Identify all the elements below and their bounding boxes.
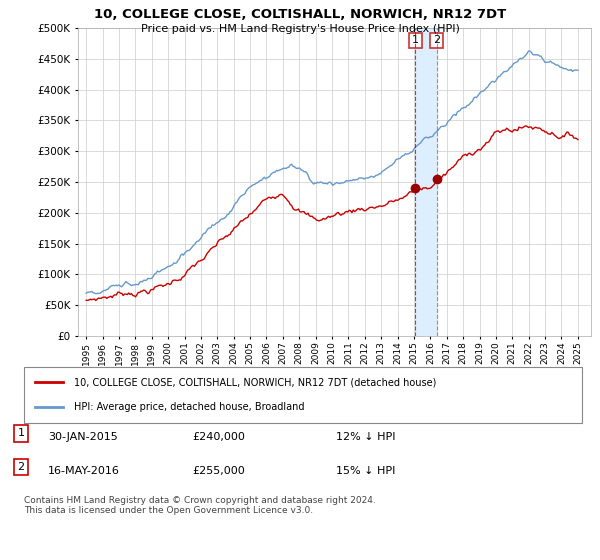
Text: 2: 2 — [17, 462, 25, 472]
Text: Contains HM Land Registry data © Crown copyright and database right 2024.
This d: Contains HM Land Registry data © Crown c… — [24, 496, 376, 515]
FancyBboxPatch shape — [24, 367, 582, 423]
Bar — [415, 28, 437, 336]
Text: HPI: Average price, detached house, Broadland: HPI: Average price, detached house, Broa… — [74, 402, 305, 412]
Text: 10, COLLEGE CLOSE, COLTISHALL, NORWICH, NR12 7DT (detached house): 10, COLLEGE CLOSE, COLTISHALL, NORWICH, … — [74, 377, 437, 388]
Text: 15% ↓ HPI: 15% ↓ HPI — [336, 466, 395, 476]
Text: 10, COLLEGE CLOSE, COLTISHALL, NORWICH, NR12 7DT: 10, COLLEGE CLOSE, COLTISHALL, NORWICH, … — [94, 8, 506, 21]
Text: 1: 1 — [412, 35, 419, 45]
Text: 1: 1 — [17, 428, 25, 438]
Text: 16-MAY-2016: 16-MAY-2016 — [48, 466, 120, 476]
Text: 30-JAN-2015: 30-JAN-2015 — [48, 432, 118, 442]
Text: £255,000: £255,000 — [192, 466, 245, 476]
Text: Price paid vs. HM Land Registry's House Price Index (HPI): Price paid vs. HM Land Registry's House … — [140, 24, 460, 34]
Text: 12% ↓ HPI: 12% ↓ HPI — [336, 432, 395, 442]
Text: £240,000: £240,000 — [192, 432, 245, 442]
Text: 2: 2 — [433, 35, 440, 45]
